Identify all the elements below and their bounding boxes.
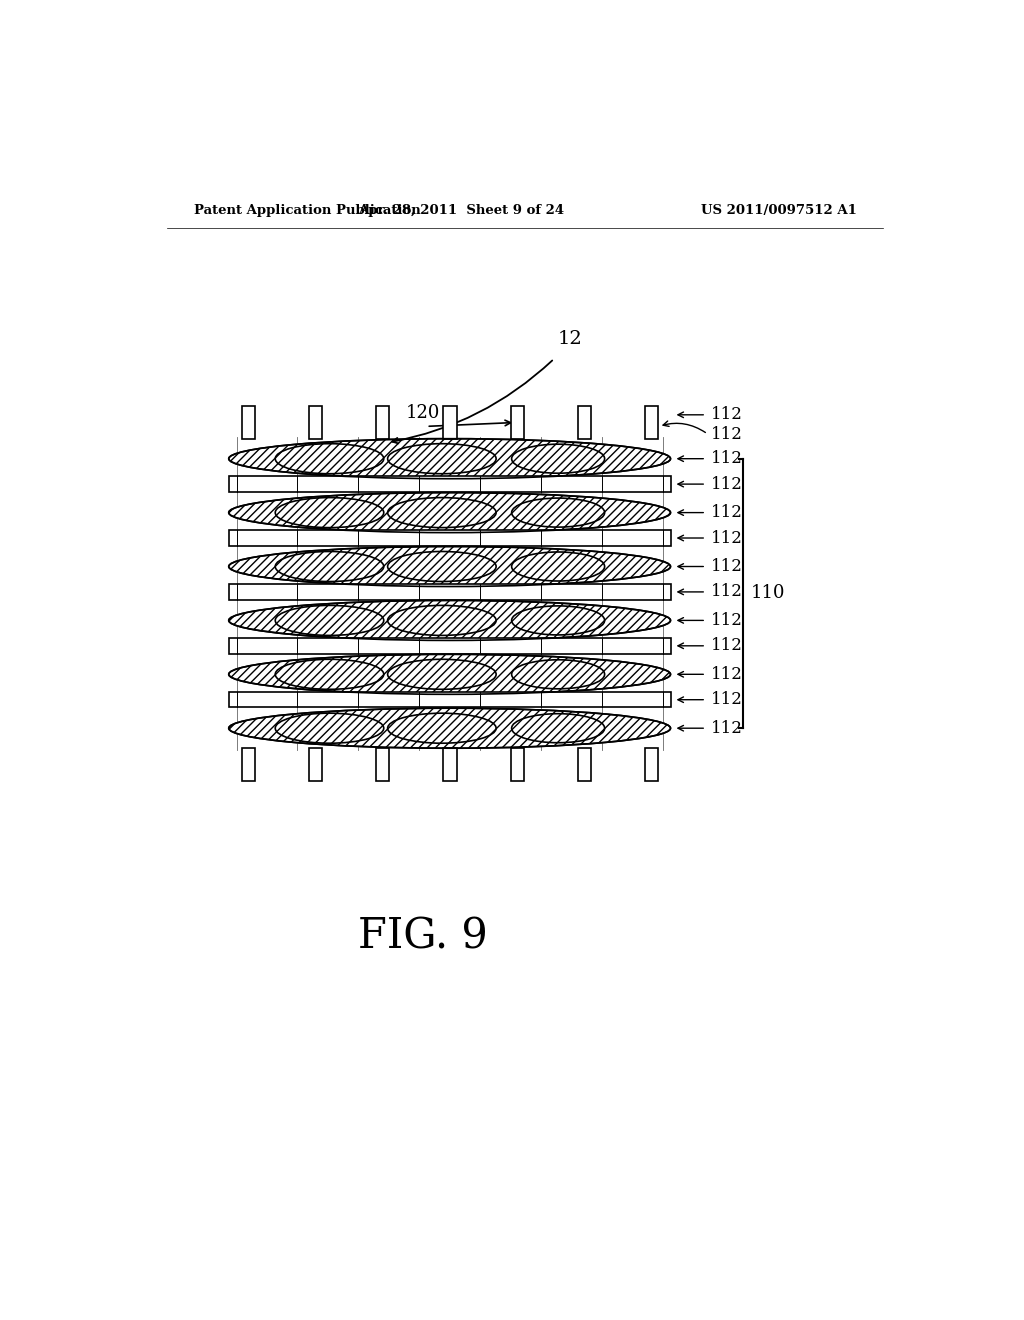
Text: 112: 112 <box>711 612 742 628</box>
Ellipse shape <box>227 708 672 748</box>
Bar <box>228 692 671 708</box>
Text: 112: 112 <box>711 692 742 709</box>
Bar <box>226 477 673 492</box>
Bar <box>228 585 671 599</box>
Text: 112: 112 <box>711 638 742 655</box>
Ellipse shape <box>227 599 672 642</box>
Bar <box>376 407 389 438</box>
Text: 112: 112 <box>711 558 742 576</box>
Bar <box>228 638 671 653</box>
Text: 112: 112 <box>711 504 742 521</box>
Text: 112: 112 <box>711 475 742 492</box>
Bar <box>309 407 323 438</box>
Bar <box>376 748 389 780</box>
Bar <box>226 638 673 653</box>
Text: FIG. 9: FIG. 9 <box>357 915 487 957</box>
Bar <box>645 407 658 438</box>
Bar <box>443 748 457 780</box>
Bar <box>242 748 255 780</box>
Bar <box>309 748 323 780</box>
Text: 112: 112 <box>711 529 742 546</box>
Text: 112: 112 <box>711 665 742 682</box>
Text: 110: 110 <box>751 585 785 602</box>
Text: Patent Application Publication: Patent Application Publication <box>194 205 421 218</box>
Ellipse shape <box>227 438 672 479</box>
Bar <box>578 748 591 780</box>
Text: 12: 12 <box>557 330 582 348</box>
Bar <box>578 407 591 438</box>
Text: 120: 120 <box>406 404 439 421</box>
Bar <box>242 407 255 438</box>
Bar <box>226 692 673 708</box>
Text: Apr. 28, 2011  Sheet 9 of 24: Apr. 28, 2011 Sheet 9 of 24 <box>358 205 564 218</box>
Bar <box>228 531 671 545</box>
Ellipse shape <box>227 492 672 533</box>
Text: 112: 112 <box>711 719 742 737</box>
Ellipse shape <box>227 653 672 696</box>
Text: 112: 112 <box>711 450 742 467</box>
Ellipse shape <box>227 545 672 587</box>
Text: 112: 112 <box>711 407 742 424</box>
Bar <box>511 748 523 780</box>
Bar <box>228 477 671 492</box>
Bar <box>226 585 673 599</box>
Bar <box>226 531 673 545</box>
Bar <box>645 748 658 780</box>
Text: 112: 112 <box>711 425 742 442</box>
Bar <box>443 407 457 438</box>
Text: 112: 112 <box>711 583 742 601</box>
Bar <box>511 407 523 438</box>
Text: US 2011/0097512 A1: US 2011/0097512 A1 <box>700 205 856 218</box>
